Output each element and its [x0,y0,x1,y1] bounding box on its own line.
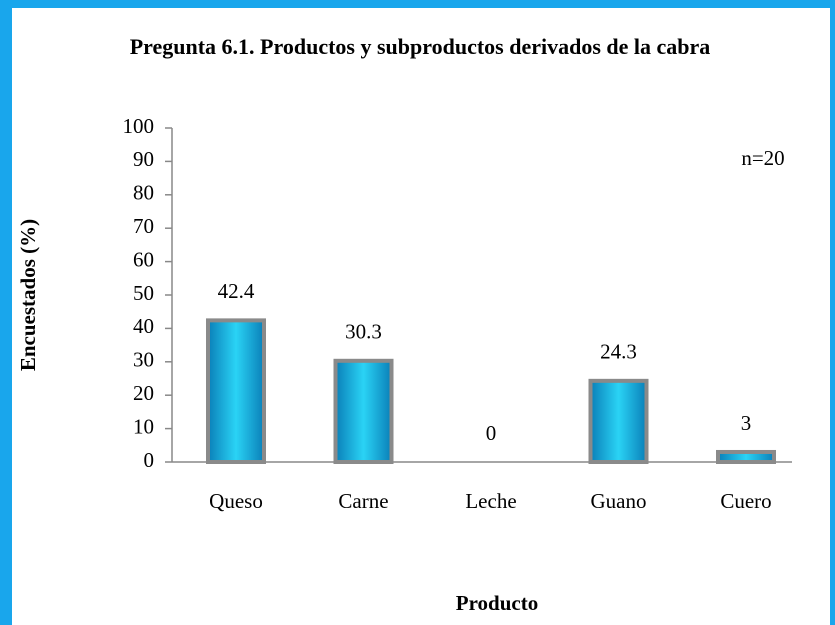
y-tick-label: 90 [133,147,154,171]
y-axis-label: Encuestados (%) [16,219,40,371]
x-tick-label: Guano [591,489,647,513]
y-tick-label: 10 [133,414,154,438]
x-tick-label: Carne [338,489,388,513]
y-tick-label: 30 [133,348,154,372]
bar [588,378,649,465]
x-axis-label: Producto [456,591,538,615]
chart-area [12,8,830,625]
y-tick-label: 50 [133,281,154,305]
y-tick-label: 20 [133,381,154,405]
data-label: 24.3 [600,340,637,364]
bar [206,318,266,464]
y-tick-label: 70 [133,214,154,238]
x-tick-label: Leche [465,489,516,513]
data-label: 30.3 [345,320,382,344]
x-tick-label: Queso [209,489,263,513]
annotation: n=20 [741,146,784,170]
y-tick-label: 80 [133,181,154,205]
bar [716,449,776,465]
data-label: 0 [486,421,497,445]
y-tick-label: 100 [123,114,155,138]
data-label: 42.4 [218,279,255,303]
y-tick-label: 0 [144,448,155,472]
x-tick-label: Cuero [720,489,771,513]
chart-title: Pregunta 6.1. Productos y subproductos d… [129,34,711,59]
bar [333,358,394,465]
y-tick-label: 40 [133,314,154,338]
data-label: 3 [741,411,752,435]
y-tick-label: 60 [133,247,154,271]
